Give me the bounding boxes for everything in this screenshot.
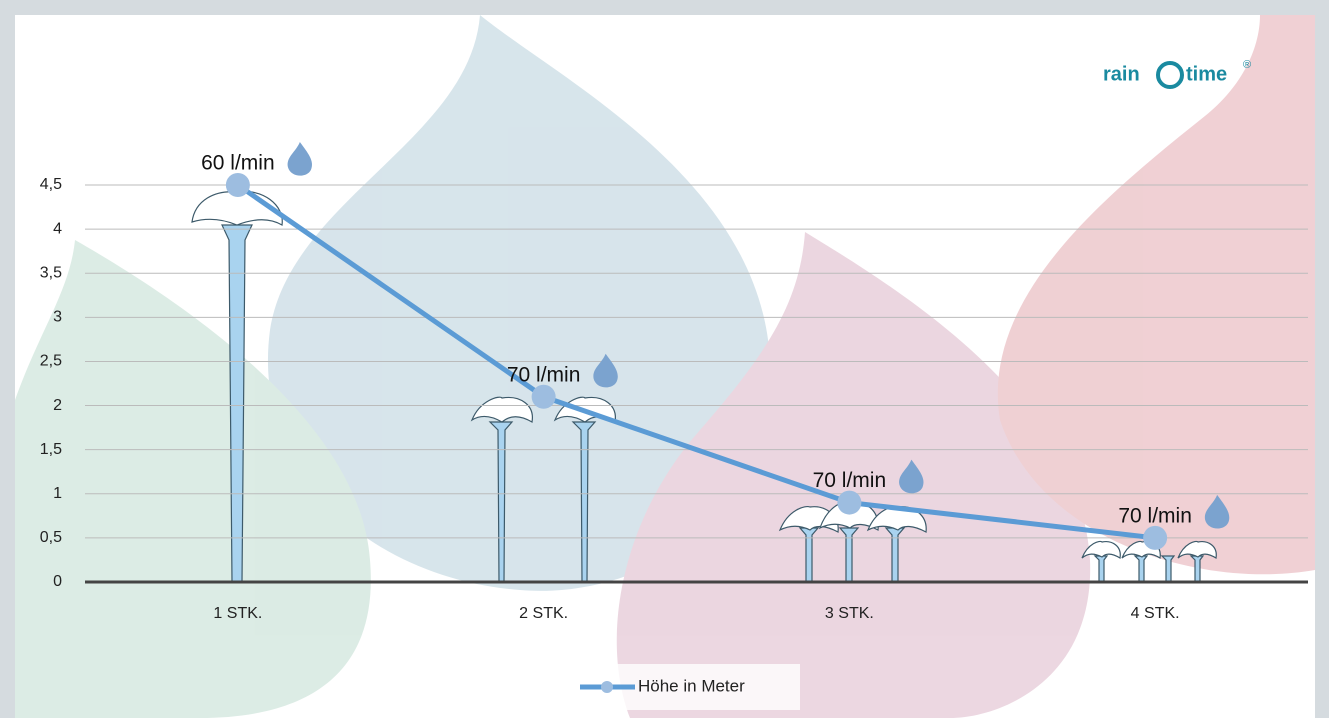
- fountain-spray: [470, 396, 533, 423]
- annotation: 60 l/min: [201, 152, 275, 175]
- drop-icon: [1204, 494, 1230, 529]
- drop-red: [997, 15, 1315, 575]
- fountain-spray: [1081, 540, 1121, 559]
- y-tick-label: 3: [53, 309, 62, 326]
- marker: [1143, 525, 1168, 550]
- grid: [85, 184, 1308, 584]
- y-tick-label: 0: [53, 573, 62, 590]
- y-tick-label: 2: [53, 397, 62, 414]
- x-tick-label: 1 STK.: [213, 605, 262, 622]
- annotation: 70 l/min: [1118, 504, 1192, 527]
- drop-icon: [287, 142, 313, 176]
- legend: Höhe in Meter: [566, 664, 800, 710]
- y-tick-label: 4: [53, 220, 62, 237]
- y-tick-label: 2,5: [40, 353, 62, 370]
- y-tick-label: 0,5: [40, 529, 62, 546]
- drop-purple: [616, 232, 1091, 718]
- y-tick-label: 1,5: [40, 441, 62, 458]
- y-tick-label: 1: [53, 485, 62, 502]
- x-tick-label: 3 STK.: [825, 605, 874, 622]
- annotation: 70 l/min: [813, 469, 887, 492]
- legend-marker: [601, 681, 613, 693]
- logo-word: time: [1186, 63, 1227, 85]
- drop-green: [15, 240, 371, 718]
- logo-word: rain: [1103, 63, 1140, 85]
- fountain-spray: [1177, 540, 1217, 559]
- marker: [531, 384, 556, 409]
- drop-blue: [267, 15, 771, 591]
- marker: [837, 490, 862, 515]
- annotation: 70 l/min: [507, 363, 581, 386]
- y-tick-label: 4,5: [40, 176, 62, 193]
- x-tick-label: 2 STK.: [519, 605, 568, 622]
- background-drops: [15, 15, 1315, 718]
- legend-label: Höhe in Meter: [638, 676, 745, 695]
- logo-mark: ®: [1243, 59, 1251, 71]
- plot: 0 0,5 1 1,5 2 2,5 3 3,5 4 4,5 1 STK. 2 STK. 3 STK. 4 …: [40, 142, 1308, 710]
- marker: [225, 173, 250, 197]
- y-tick-label: 3,5: [40, 264, 62, 281]
- drop-icon: [899, 459, 924, 494]
- line: [236, 182, 1156, 541]
- logo-drop: [1156, 61, 1184, 89]
- x-tick-label: 4 STK.: [1131, 605, 1180, 622]
- drop-icon: [593, 353, 618, 388]
- logo: rain time ®: [1103, 59, 1251, 89]
